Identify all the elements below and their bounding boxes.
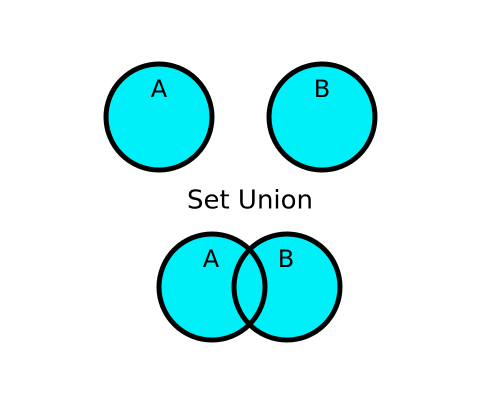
union-set-b-circle [231, 231, 343, 343]
diagram-caption: Set Union [187, 186, 313, 216]
union-set-a-label: A [203, 245, 220, 273]
union-set-a-circle [156, 231, 268, 343]
set-b-circle [266, 61, 378, 173]
union-set-b-label: B [278, 245, 294, 273]
set-b-label: B [314, 75, 330, 103]
separate-sets-group: A B [103, 61, 378, 173]
set-a-label: A [151, 75, 168, 103]
union-sets-group: A B [156, 231, 343, 343]
set-a-circle [103, 61, 215, 173]
